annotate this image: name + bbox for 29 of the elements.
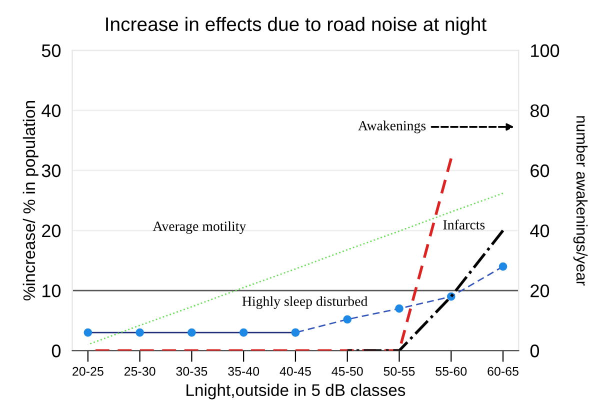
x-tick-label: 40-45 bbox=[280, 366, 311, 376]
y2-axis-title: number awakenings/year bbox=[573, 116, 588, 286]
annotation: Highly sleep disturbed bbox=[242, 296, 368, 309]
y2-tick-label: 100 bbox=[531, 44, 560, 58]
y2-tick-label: 80 bbox=[530, 104, 550, 118]
annotation: Average motility bbox=[152, 221, 246, 234]
x-axis-title: Lnight,outside in 5 dB classes bbox=[186, 384, 406, 400]
annotation: Awakenings bbox=[358, 120, 426, 134]
x-tick-label: 60-65 bbox=[488, 366, 518, 376]
annotation: Infarcts bbox=[443, 220, 485, 230]
x-tick-label: 50-55 bbox=[384, 366, 415, 376]
chart-title: Increase in effects due to road noise at night bbox=[106, 16, 486, 35]
x-tick-label: 45-50 bbox=[332, 366, 363, 376]
y2-tick-label: 0 bbox=[530, 344, 540, 358]
x-tick-label: 30-35 bbox=[176, 366, 208, 376]
y-tick-label: 50 bbox=[42, 44, 61, 58]
x-tick-label: 35-40 bbox=[228, 366, 260, 376]
x-tick-label: 55-60 bbox=[436, 366, 467, 376]
y-tick-label: 30 bbox=[42, 164, 61, 178]
x-tick-label: 25-30 bbox=[124, 366, 156, 376]
y2-tick-label: 40 bbox=[530, 224, 550, 238]
y-tick-label: 20 bbox=[42, 224, 61, 238]
y2-tick-label: 20 bbox=[530, 284, 550, 298]
x-tick-label: 20-25 bbox=[72, 366, 104, 376]
y-axis-title: %increase/ % in population bbox=[22, 101, 38, 300]
y-tick-label: 10 bbox=[42, 284, 61, 298]
y-tick-label: 40 bbox=[42, 104, 61, 118]
y-tick-label: 0 bbox=[52, 344, 61, 358]
y2-tick-label: 60 bbox=[530, 164, 550, 178]
